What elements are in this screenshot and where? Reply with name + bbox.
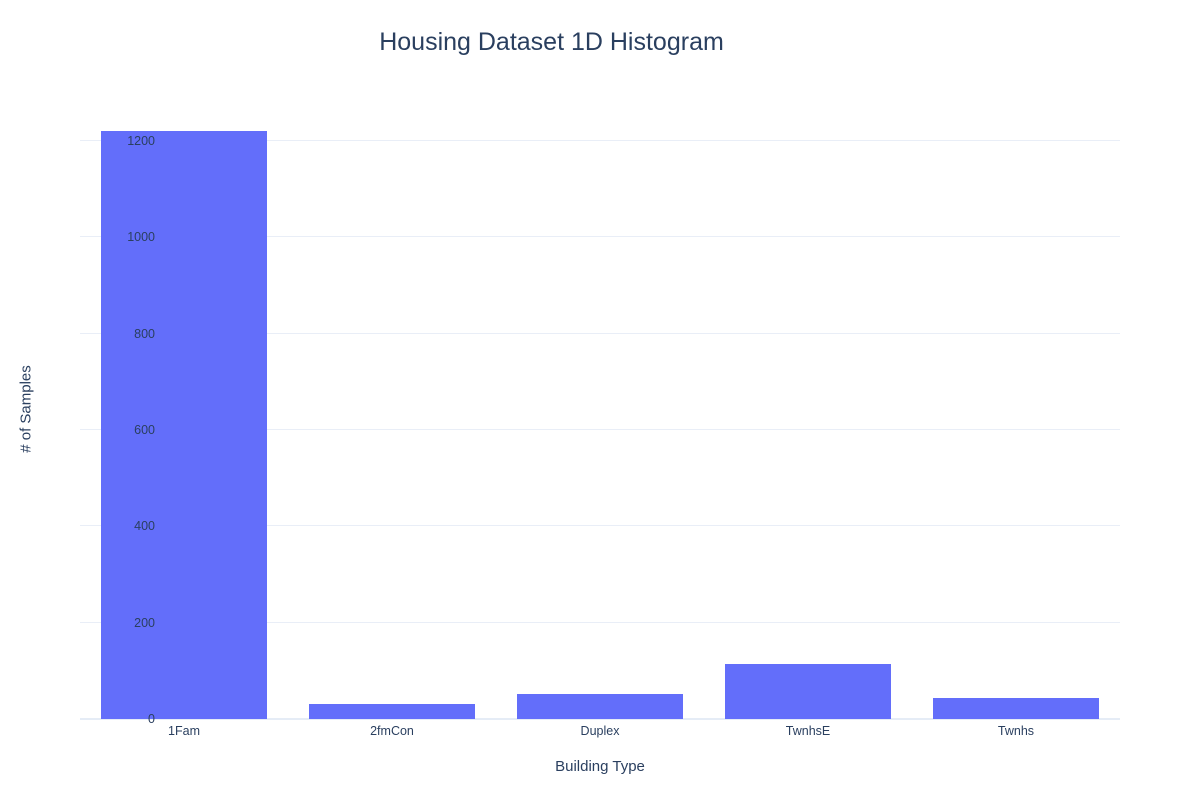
bar-Duplex[interactable] — [516, 693, 684, 719]
x-axis-title: Building Type — [555, 758, 645, 775]
chart-title: Housing Dataset 1D Histogram — [379, 28, 724, 56]
bar-Twnhs[interactable] — [932, 698, 1100, 719]
x-tick-label-TwnhsE: TwnhsE — [785, 724, 831, 738]
x-tick-label-2fmCon: 2fmCon — [370, 724, 414, 738]
x-tick-label-Twnhs: Twnhs — [997, 724, 1035, 738]
x-tick-label-1Fam: 1Fam — [168, 724, 200, 738]
gridline-y-1000 — [80, 236, 1120, 238]
y-tick-label-0: 0 — [148, 712, 155, 726]
x-tick-label-Duplex: Duplex — [580, 724, 620, 738]
gridline-y-800 — [80, 332, 1120, 334]
gridline-y-400 — [80, 525, 1120, 527]
plot-area: 1Fam 2fmCon Duplex TwnhsE Twnhs — [80, 100, 1120, 738]
y-tick-label-1200: 1200 — [127, 133, 155, 148]
gridline-y-200 — [80, 621, 1120, 623]
gridline-y-1200 — [80, 139, 1120, 141]
x-axis-zero-line — [80, 718, 1120, 720]
gridline-y-600 — [80, 428, 1120, 430]
y-tick-label-800: 800 — [134, 326, 155, 341]
y-tick-label-600: 600 — [134, 422, 155, 437]
bar-1Fam[interactable] — [100, 131, 268, 719]
bar-TwnhsE[interactable] — [724, 664, 892, 719]
bar-2fmCon[interactable] — [308, 704, 476, 719]
y-axis-title: # of Samples — [17, 365, 35, 453]
y-tick-label-1000: 1000 — [127, 230, 155, 245]
y-tick-label-400: 400 — [134, 519, 155, 534]
y-tick-label-200: 200 — [134, 615, 155, 630]
